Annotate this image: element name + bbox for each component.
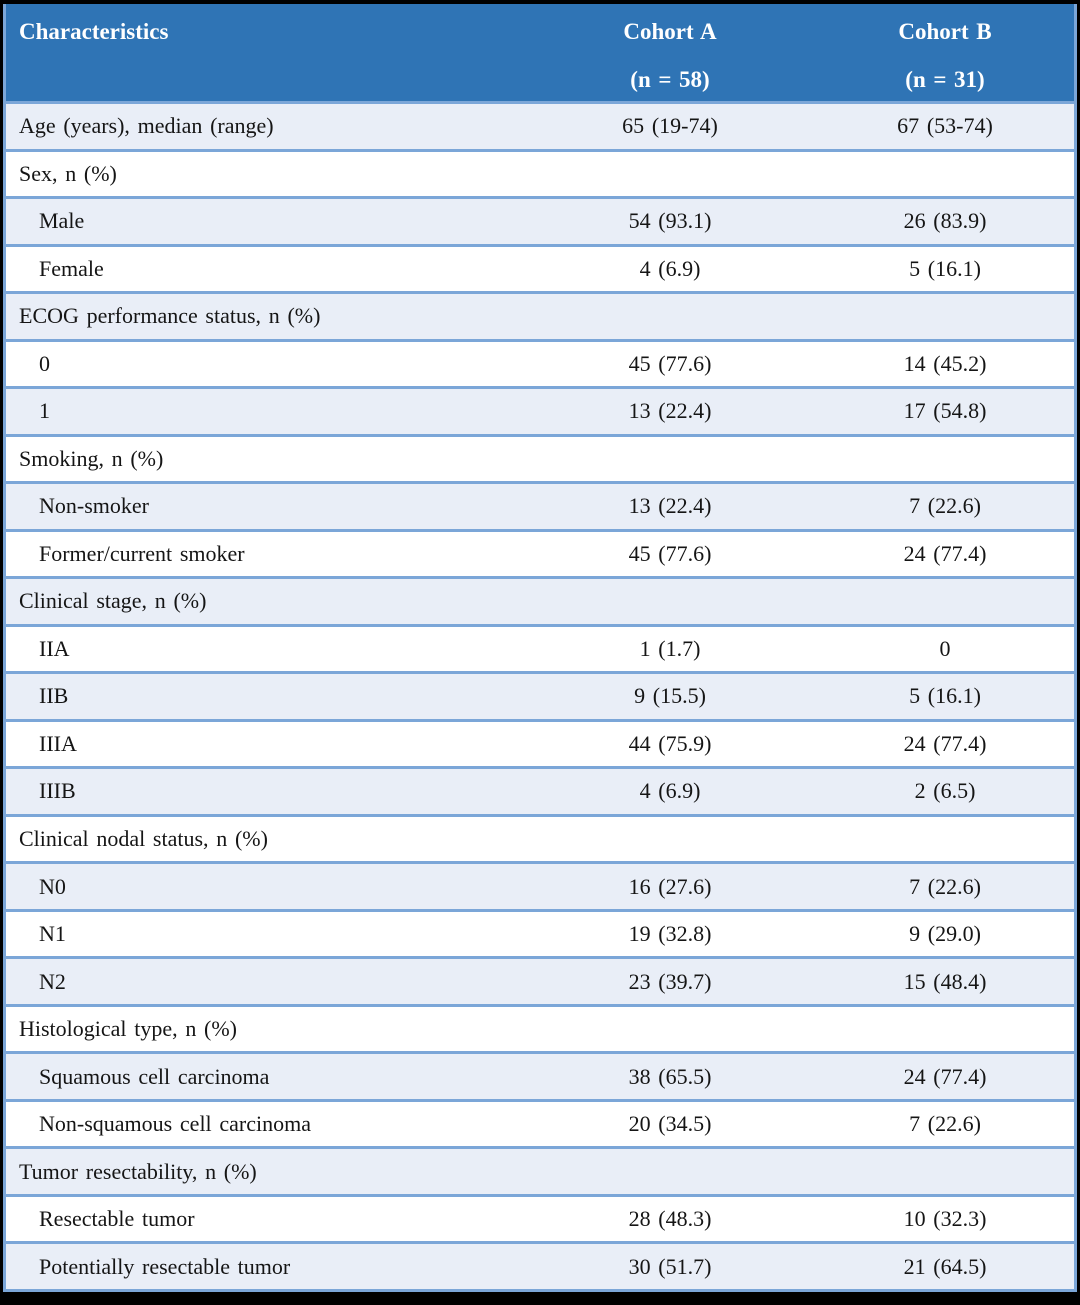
cohort-b-value: 67 (53-74) — [897, 113, 993, 139]
table-section-row: Smoking, n (%) — [6, 433, 1074, 482]
table-row: Non-smoker 13 (22.4) 7 (22.6) — [6, 481, 1074, 529]
cohort-b-value: 0 — [939, 635, 951, 661]
cohort-a-value: 30 (51.7) — [628, 1253, 712, 1279]
section-label: Sex, n (%) — [19, 160, 117, 186]
table-body: Age (years), median (range) 65 (19-74) 6… — [6, 101, 1074, 1289]
row-label: IIIB — [39, 778, 76, 804]
section-label: Histological type, n (%) — [19, 1016, 237, 1042]
table-row: Squamous cell carcinoma 38 (65.5) 24 (77… — [6, 1051, 1074, 1099]
table-section-row: Clinical nodal status, n (%) — [6, 813, 1074, 862]
table-section-row: ECOG performance status, n (%) — [6, 291, 1074, 339]
row-label: 0 — [39, 350, 50, 376]
row-label: 1 — [39, 398, 50, 424]
cohort-b-value: 15 (48.4) — [903, 968, 987, 994]
row-label: Potentially resectable tumor — [39, 1253, 291, 1279]
table-row: Former/current smoker 45 (77.6) 24 (77.4… — [6, 528, 1074, 577]
row-label: N1 — [39, 921, 66, 947]
table-row: N2 23 (39.7) 15 (48.4) — [6, 956, 1074, 1004]
cohort-b-value: 24 (77.4) — [903, 1063, 987, 1089]
row-label: IIB — [39, 683, 69, 709]
section-label: ECOG performance status, n (%) — [19, 303, 321, 329]
cohort-b-header-label: Cohort B — [898, 19, 992, 44]
cohort-b-value: 5 (16.1) — [909, 683, 981, 709]
section-label: Clinical nodal status, n (%) — [19, 825, 268, 851]
cohort-a-header-count: (n = 58) — [630, 67, 710, 92]
table-row: 1 13 (22.4) 17 (54.8) — [6, 386, 1074, 434]
table-row: 0 45 (77.6) 14 (45.2) — [6, 338, 1074, 387]
cohort-a-value: 54 (93.1) — [628, 208, 712, 234]
cohort-b-value: 24 (77.4) — [903, 540, 987, 566]
table-row: Non-squamous cell carcinoma 20 (34.5) 7 … — [6, 1098, 1074, 1147]
cohort-a-value: 16 (27.6) — [628, 873, 712, 899]
table-section-row: Tumor resectability, n (%) — [6, 1146, 1074, 1194]
row-label: Male — [39, 208, 85, 234]
cohort-b-value: 10 (32.3) — [903, 1206, 987, 1232]
cohort-a-value: 28 (48.3) — [628, 1206, 712, 1232]
section-label: Clinical stage, n (%) — [19, 588, 207, 614]
row-label: Female — [39, 255, 104, 281]
row-label: IIIA — [39, 730, 77, 756]
column-header-cohort-b: Cohort B (n = 31) — [816, 4, 1074, 101]
cohort-b-value: 24 (77.4) — [903, 730, 987, 756]
characteristics-table: Characteristics Cohort A (n = 58) Cohort… — [3, 4, 1077, 1292]
table-section-row: Clinical stage, n (%) — [6, 576, 1074, 624]
table-header-row: Characteristics Cohort A (n = 58) Cohort… — [6, 4, 1074, 101]
row-label: IIA — [39, 635, 70, 661]
column-header-cohort-a: Cohort A (n = 58) — [524, 4, 816, 101]
cohort-a-value: 9 (15.5) — [634, 683, 706, 709]
row-label: N0 — [39, 873, 66, 899]
table-row: Resectable tumor 28 (48.3) 10 (32.3) — [6, 1193, 1074, 1242]
cohort-a-value: 38 (65.5) — [628, 1063, 712, 1089]
row-label: Former/current smoker — [39, 540, 245, 566]
cohort-b-value: 7 (22.6) — [909, 873, 981, 899]
cohort-a-value: 4 (6.9) — [639, 255, 701, 281]
cohort-b-value: 17 (54.8) — [903, 398, 987, 424]
cohort-b-value: 14 (45.2) — [903, 350, 987, 376]
row-label: Non-smoker — [39, 493, 149, 519]
characteristics-header-label: Characteristics — [19, 19, 169, 44]
table-row: Male 54 (93.1) 26 (83.9) — [6, 196, 1074, 244]
table-row: N1 19 (32.8) 9 (29.0) — [6, 908, 1074, 957]
section-label: Tumor resectability, n (%) — [19, 1158, 257, 1184]
cohort-a-value: 45 (77.6) — [628, 350, 712, 376]
cohort-b-value: 9 (29.0) — [909, 921, 981, 947]
table-row: IIIB 4 (6.9) 2 (6.5) — [6, 766, 1074, 814]
cohort-a-value: 13 (22.4) — [628, 398, 712, 424]
table-row: Potentially resectable tumor 30 (51.7) 2… — [6, 1241, 1074, 1289]
table-row: N0 16 (27.6) 7 (22.6) — [6, 861, 1074, 909]
table-row: IIA 1 (1.7) 0 — [6, 623, 1074, 672]
cohort-b-value: 21 (64.5) — [903, 1253, 987, 1279]
cohort-b-header-count: (n = 31) — [905, 67, 985, 92]
row-label: Age (years), median (range) — [19, 113, 274, 139]
cohort-a-value: 1 (1.7) — [639, 635, 701, 661]
cohort-b-value: 5 (16.1) — [909, 255, 981, 281]
table-row: IIIA 44 (75.9) 24 (77.4) — [6, 718, 1074, 767]
column-header-characteristics: Characteristics — [6, 4, 524, 101]
table-row: Female 4 (6.9) 5 (16.1) — [6, 243, 1074, 292]
row-label: N2 — [39, 968, 66, 994]
cohort-b-value: 2 (6.5) — [914, 778, 976, 804]
section-label: Smoking, n (%) — [19, 445, 164, 471]
table-row: IIB 9 (15.5) 5 (16.1) — [6, 671, 1074, 719]
cohort-a-header-label: Cohort A — [623, 19, 717, 44]
cohort-a-value: 45 (77.6) — [628, 540, 712, 566]
row-label: Resectable tumor — [39, 1206, 195, 1232]
cohort-a-value: 23 (39.7) — [628, 968, 712, 994]
cohort-b-value: 26 (83.9) — [903, 208, 987, 234]
cohort-a-value: 4 (6.9) — [639, 778, 701, 804]
cohort-a-value: 65 (19-74) — [622, 113, 718, 139]
table-section-row: Sex, n (%) — [6, 148, 1074, 197]
row-label: Non-squamous cell carcinoma — [39, 1111, 311, 1137]
row-label: Squamous cell carcinoma — [39, 1063, 270, 1089]
cohort-b-value: 7 (22.6) — [909, 493, 981, 519]
cohort-a-value: 20 (34.5) — [628, 1111, 712, 1137]
table-section-row: Histological type, n (%) — [6, 1003, 1074, 1052]
table-row: Age (years), median (range) 65 (19-74) 6… — [6, 101, 1074, 149]
cohort-a-value: 13 (22.4) — [628, 493, 712, 519]
cohort-b-value: 7 (22.6) — [909, 1111, 981, 1137]
cohort-a-value: 44 (75.9) — [628, 730, 712, 756]
cohort-a-value: 19 (32.8) — [628, 921, 712, 947]
